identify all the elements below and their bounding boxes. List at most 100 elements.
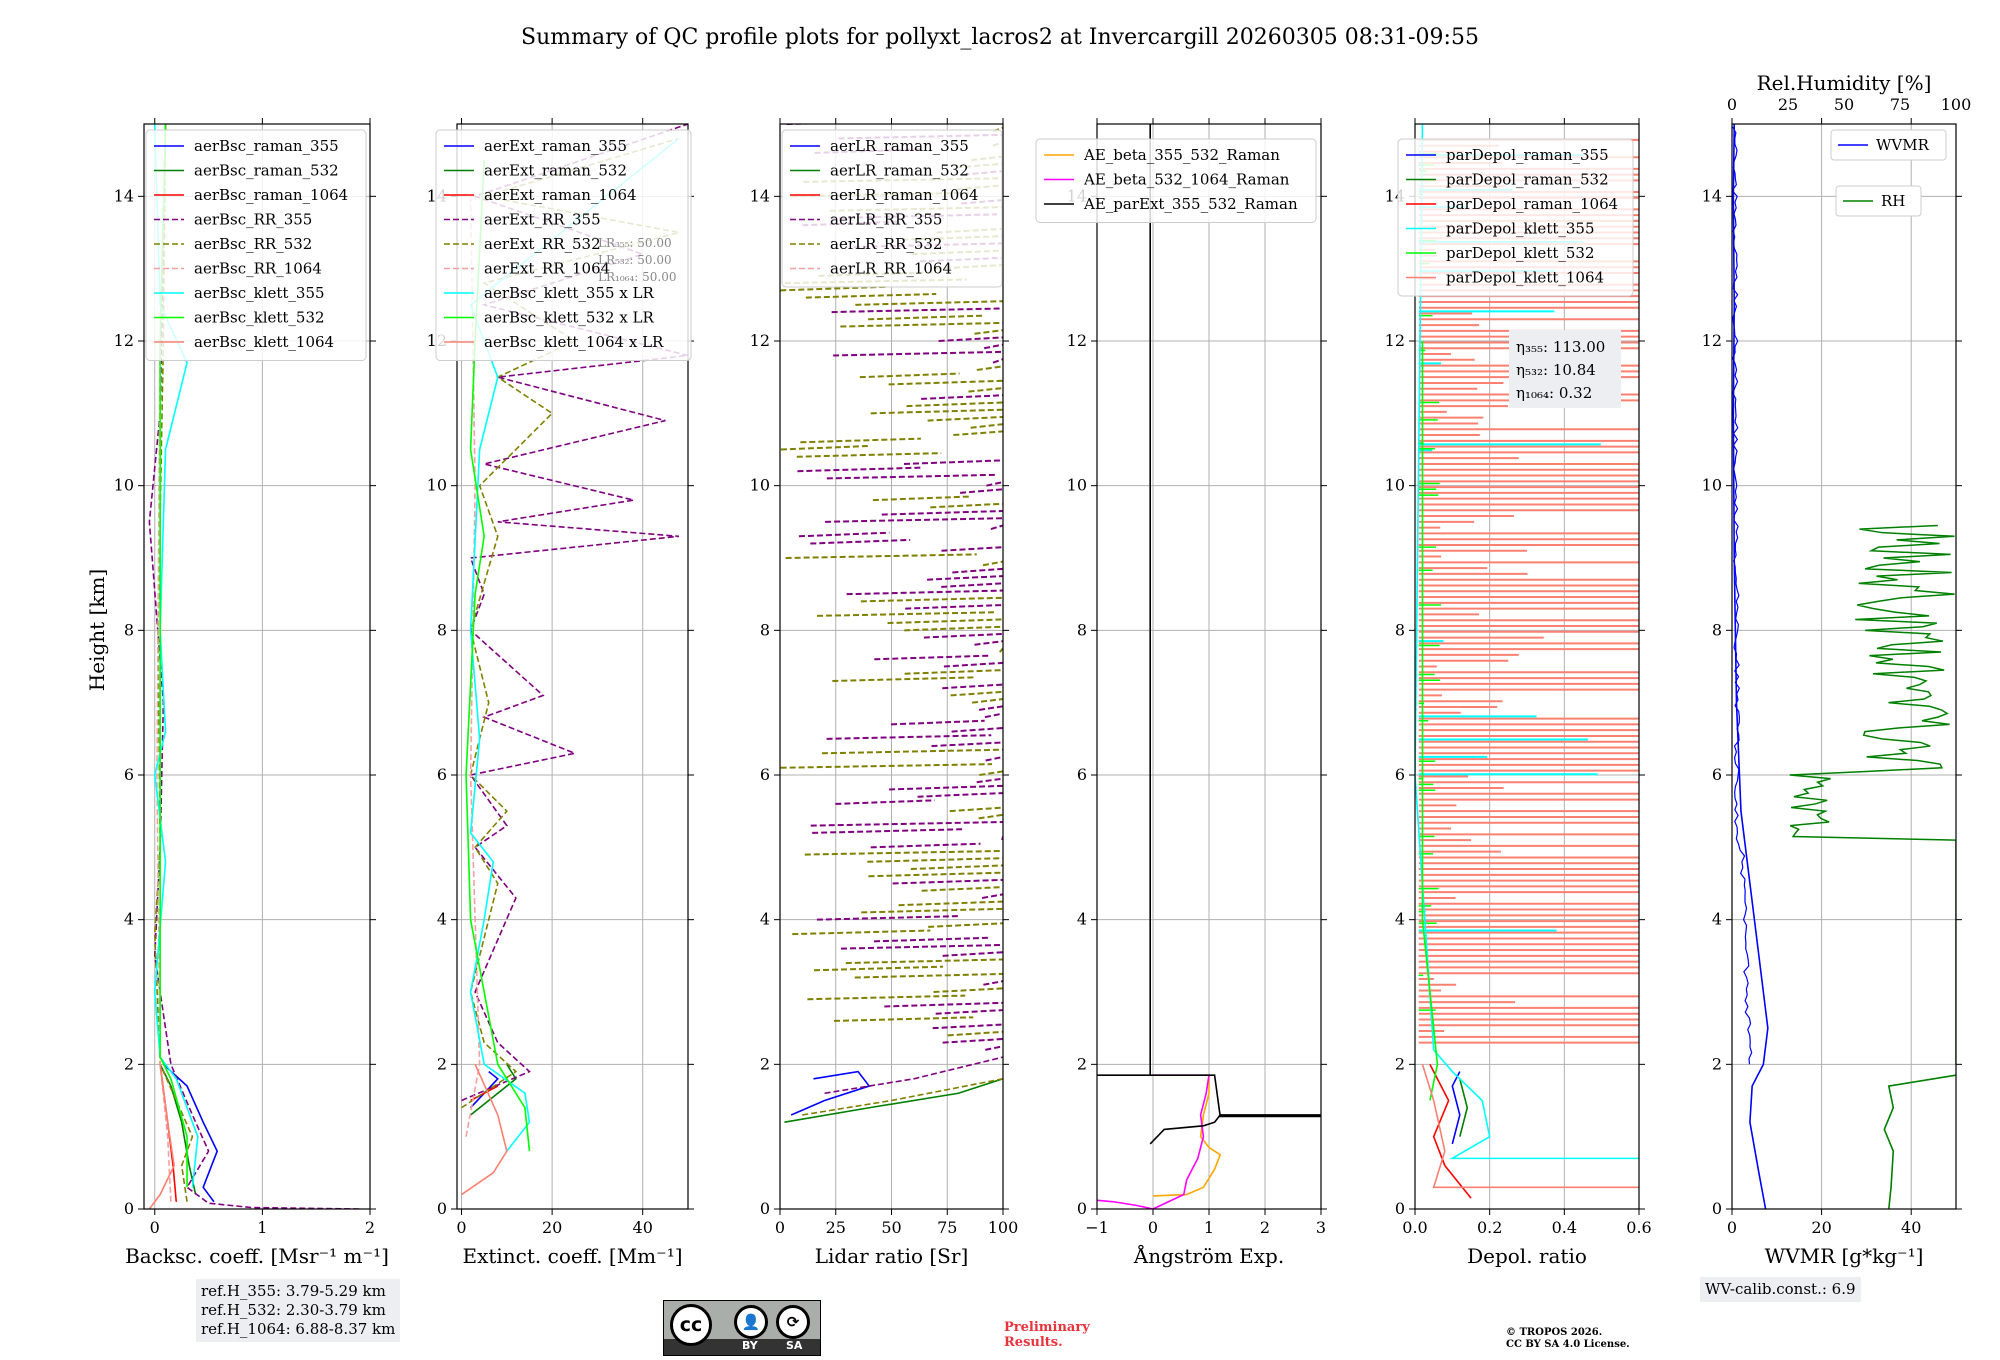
noise-trace — [833, 350, 1003, 357]
noise-trace — [979, 770, 1003, 776]
y-tick-label: 6 — [1077, 765, 1087, 784]
series-pardepol-klett-532 — [1421, 341, 1439, 1101]
legend-ext: aerExt_raman_355 aerExt_raman_532 aerExt_r… — [435, 129, 692, 361]
series-pardepol-raman-532 — [1459, 1078, 1469, 1137]
noise-trace — [881, 509, 1003, 516]
y-tick-label: 8 — [1712, 620, 1722, 639]
y-tick-label: 0 — [760, 1199, 770, 1218]
series-pardepol-klett-355 — [1415, 124, 1639, 1160]
legend-bsc: aerBsc_raman_355 aerBsc_raman_532 aerBsc_r… — [145, 129, 367, 361]
x-tick-label: 0.6 — [1626, 1218, 1651, 1237]
eta-box: η₃₅₅: 113.00 η₅₃₂: 10.84 η₁₀₆₄: 0.32 — [1509, 330, 1621, 408]
noise-trace — [910, 864, 1003, 871]
noise-trace — [931, 741, 1003, 748]
noise-trace — [930, 502, 1003, 509]
noise-trace — [792, 929, 931, 936]
series-aerext-raman-355 — [470, 1070, 499, 1109]
noise-trace — [859, 372, 960, 379]
x-tick-label: 100 — [988, 1218, 1019, 1237]
y-tick-label: 2 — [1395, 1054, 1405, 1073]
x-axis-label: Extinct. coeff. [Mm⁻¹] — [462, 1244, 682, 1268]
y-tick-label: 8 — [437, 620, 447, 639]
noise-trace — [861, 907, 1003, 914]
series-pardepol-raman-355 — [1451, 1071, 1461, 1145]
x-tick-label: 0 — [1148, 1218, 1158, 1237]
noise-trace — [941, 546, 1003, 552]
noise-trace — [860, 596, 1003, 603]
ref-height-355: ref.H_355: 3.79-5.29 km — [201, 1282, 386, 1300]
legend-lr: aerLR_raman_355 aerLR_raman_532 aerLR_rama… — [781, 129, 1003, 288]
legend-label: aerLR_RR_532 — [830, 235, 942, 253]
y-tick-label: 14 — [750, 186, 770, 205]
legend-label: AE_beta_355_532_Raman — [1083, 146, 1280, 164]
y-tick-label: 4 — [437, 910, 447, 929]
x-tick-label: 0 — [775, 1218, 785, 1237]
axes-frame — [1731, 123, 1957, 1210]
cc-sa-label: SA — [786, 1339, 803, 1352]
y-tick-label: 10 — [1702, 476, 1722, 495]
y-tick-label: 10 — [1067, 476, 1087, 495]
noise-trace — [971, 698, 1003, 704]
legend-label: aerBsc_raman_355 — [194, 137, 339, 155]
x-tick-label: 20 — [1811, 1218, 1831, 1237]
legend-label: aerBsc_klett_1064 x LR — [484, 333, 664, 351]
legend-label: aerExt_raman_355 — [484, 137, 627, 155]
series-aerext-rr-355 — [461, 124, 688, 1102]
series-rh — [1883, 1074, 1956, 1209]
x-tick-label: −1 — [1085, 1218, 1109, 1237]
noise-trace — [983, 343, 1003, 350]
legend-label: parDepol_raman_1064 — [1446, 195, 1618, 213]
noise-trace — [874, 654, 991, 661]
noise-trace — [982, 560, 1003, 567]
lr-label: LR₅₃₂: 50.00 — [598, 253, 672, 267]
legend-label: AE_beta_532_1064_Raman — [1083, 171, 1290, 189]
eta-label: η₅₃₂: 10.84 — [1516, 361, 1596, 379]
y-tick-label: 6 — [124, 765, 134, 784]
y-axis-label: Height [km] — [85, 569, 109, 691]
noise-trace — [906, 401, 1003, 408]
noise-trace — [872, 495, 971, 502]
y-tick-label: 8 — [124, 620, 134, 639]
lr-box: LR₃₅₅: 50.00 LR₅₃₂: 50.00 LR₁₀₆₄: 50.00 — [598, 236, 676, 284]
series-aerbsc-raman-355 — [162, 1063, 219, 1203]
axes-frame — [1414, 123, 1640, 1210]
noise-trace — [978, 813, 1003, 820]
x-tick-label: 1 — [257, 1218, 267, 1237]
series-aerbsc-klett-355-x-lr — [469, 137, 680, 1152]
noise-trace — [812, 828, 963, 834]
legend-label: aerBsc_RR_1064 — [194, 260, 322, 278]
x-tick-label: 3 — [1316, 1218, 1326, 1237]
y-tick-label: 14 — [1702, 186, 1722, 205]
noise-trace — [796, 452, 942, 458]
noise-trace — [798, 531, 890, 538]
noise-trace — [831, 307, 1003, 314]
y-tick-label: 8 — [1077, 620, 1087, 639]
y-tick-label: 6 — [1395, 765, 1405, 784]
y-tick-label: 12 — [1702, 331, 1722, 350]
legend-label: parDepol_klett_1064 — [1446, 269, 1604, 287]
series-aerbsc-klett-1064 — [148, 1064, 175, 1209]
ref-height-1064: ref.H_1064: 6.88-8.37 km — [201, 1320, 396, 1338]
legend-label: aerBsc_klett_532 x LR — [484, 309, 655, 327]
noise-trace — [855, 300, 1003, 306]
noise-trace — [985, 755, 1003, 762]
y-tick-label: 8 — [760, 620, 770, 639]
noise-trace — [976, 365, 1003, 371]
x-axis-label: Ångström Exp. — [1133, 1243, 1284, 1268]
noise-trace — [785, 553, 977, 559]
plot-area-ext — [461, 124, 688, 1196]
x-tick-label: 0.0 — [1402, 1218, 1427, 1237]
x-axis-label: Lidar ratio [Sr] — [815, 1244, 969, 1268]
x-tick-label: 20 — [542, 1218, 562, 1237]
x-tick-label: 2 — [1260, 1218, 1270, 1237]
noise-trace — [887, 618, 1002, 625]
series-ae-beta-355-532-raman — [1152, 1075, 1222, 1197]
y-tick-label: 0 — [1077, 1199, 1087, 1218]
noise-trace — [941, 582, 1003, 588]
legend-label: aerBsc_raman_532 — [194, 162, 339, 180]
y-tick-label: 2 — [1077, 1054, 1087, 1073]
noise-trace — [888, 379, 1003, 386]
legend-label: parDepol_klett_355 — [1446, 220, 1595, 238]
